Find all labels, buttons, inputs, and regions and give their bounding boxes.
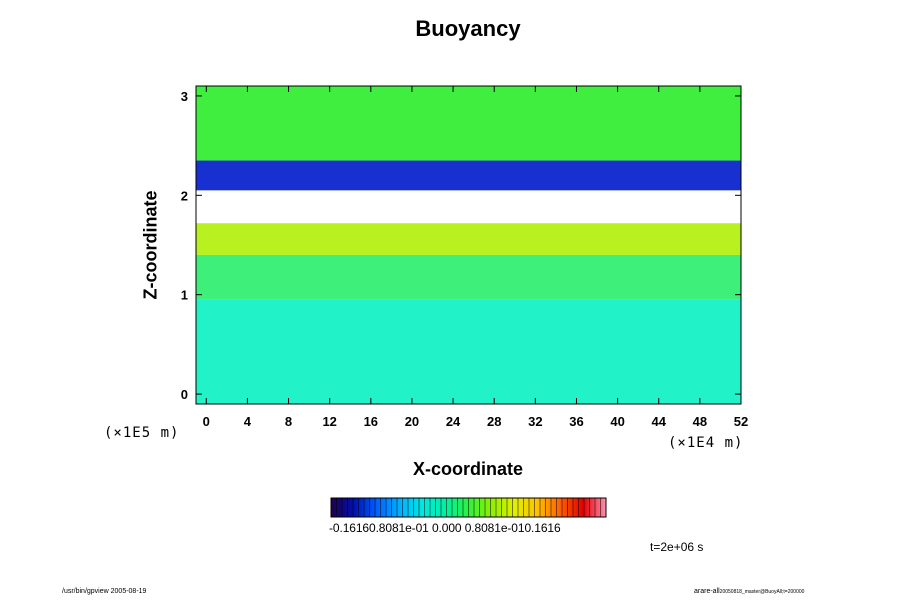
field-band-2 <box>196 223 741 255</box>
time-annotation: t=2e+06 s <box>650 540 704 554</box>
y-tick-label: 3 <box>181 89 188 104</box>
colorbar-ticks <box>336 498 601 517</box>
y-tick-label: 2 <box>181 188 188 203</box>
field-band-1 <box>196 254 741 300</box>
footer-command: /usr/bin/gpview 2005-08-19 <box>62 588 147 595</box>
x-tick-label: 4 <box>244 414 252 429</box>
x-tick-label: 16 <box>364 414 378 429</box>
buoyancy-field <box>196 86 741 404</box>
x-tick-label: 24 <box>446 414 461 429</box>
footer-source-sub: 20050818_master@BuoyAll;t=200000 <box>719 589 805 595</box>
colorbar-labels: -0.16160.8081e-01 0.000 0.8081e-010.1616 <box>329 521 561 535</box>
z-scale-label: (×1E5 m) <box>104 425 180 441</box>
x-tick-label: 0 <box>203 414 210 429</box>
chart-title: Buoyancy <box>415 16 521 41</box>
y-axis-label: Z-coordinate <box>140 190 161 300</box>
x-tick-label: 36 <box>569 414 583 429</box>
x-tick-label: 20 <box>405 414 419 429</box>
x-tick-label: 12 <box>322 414 336 429</box>
x-tick-label: 8 <box>285 414 292 429</box>
plot-frame <box>195 85 742 405</box>
field-band-5 <box>196 86 741 161</box>
x-tick-label: 52 <box>734 414 748 429</box>
footer-source: arare-all20050818_master@BuoyAll;t=20000… <box>694 588 804 595</box>
field-band-3 <box>196 190 741 224</box>
x-tick-label: 44 <box>652 414 667 429</box>
footer-source-main: arare-all <box>694 588 720 595</box>
x-tick-label: 32 <box>528 414 542 429</box>
x-tick-label: 48 <box>693 414 707 429</box>
x-tick-label: 40 <box>610 414 624 429</box>
x-scale-label: (×1E4 m) <box>668 435 744 451</box>
y-tick-label: 1 <box>181 288 188 303</box>
x-axis-label: X-coordinate <box>412 459 523 479</box>
field-band-4 <box>196 160 741 191</box>
x-tick-label: 28 <box>487 414 501 429</box>
field-band-0 <box>196 299 741 404</box>
y-tick-label: 0 <box>181 387 188 402</box>
